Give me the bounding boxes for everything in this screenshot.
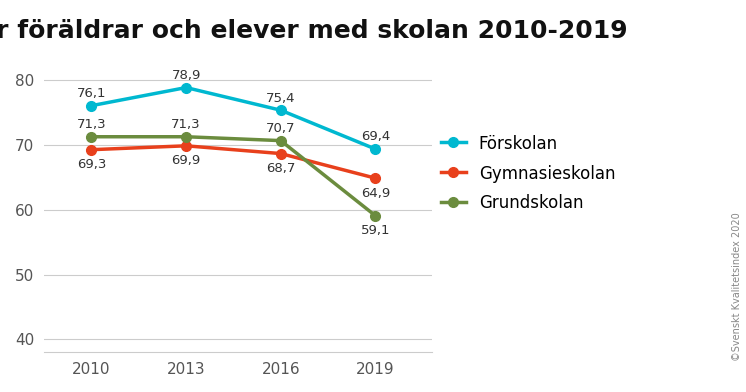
- Gymnasieskolan: [371, 176, 380, 181]
- Grundskolan: [87, 134, 96, 139]
- Line: Förskolan: Förskolan: [87, 83, 380, 154]
- Grundskolan: [276, 138, 285, 143]
- Förskolan: [181, 85, 190, 90]
- Text: 75,4: 75,4: [266, 92, 295, 105]
- Text: 69,4: 69,4: [361, 131, 390, 143]
- Title: Så nöjda är föräldrar och elever med skolan 2010-2019: Så nöjda är föräldrar och elever med sko…: [0, 15, 628, 43]
- Text: 70,7: 70,7: [266, 122, 295, 135]
- Text: 76,1: 76,1: [77, 87, 106, 100]
- Text: 68,7: 68,7: [266, 162, 295, 175]
- Text: 71,3: 71,3: [77, 118, 106, 131]
- Gymnasieskolan: [181, 143, 190, 148]
- Gymnasieskolan: [276, 151, 285, 156]
- Text: 78,9: 78,9: [172, 69, 201, 82]
- Line: Gymnasieskolan: Gymnasieskolan: [87, 141, 380, 183]
- Legend: Förskolan, Gymnasieskolan, Grundskolan: Förskolan, Gymnasieskolan, Grundskolan: [441, 135, 615, 212]
- Text: ©Svenskt Kvalitetsindex 2020: ©Svenskt Kvalitetsindex 2020: [733, 212, 742, 361]
- Förskolan: [371, 147, 380, 151]
- Grundskolan: [181, 134, 190, 139]
- Grundskolan: [371, 213, 380, 218]
- Text: 59,1: 59,1: [360, 224, 390, 237]
- Förskolan: [87, 103, 96, 108]
- Text: 64,9: 64,9: [361, 187, 390, 200]
- Förskolan: [276, 108, 285, 113]
- Gymnasieskolan: [87, 147, 96, 152]
- Text: 69,3: 69,3: [77, 158, 106, 171]
- Line: Grundskolan: Grundskolan: [87, 132, 380, 221]
- Text: 69,9: 69,9: [172, 154, 201, 167]
- Text: 71,3: 71,3: [172, 118, 201, 131]
